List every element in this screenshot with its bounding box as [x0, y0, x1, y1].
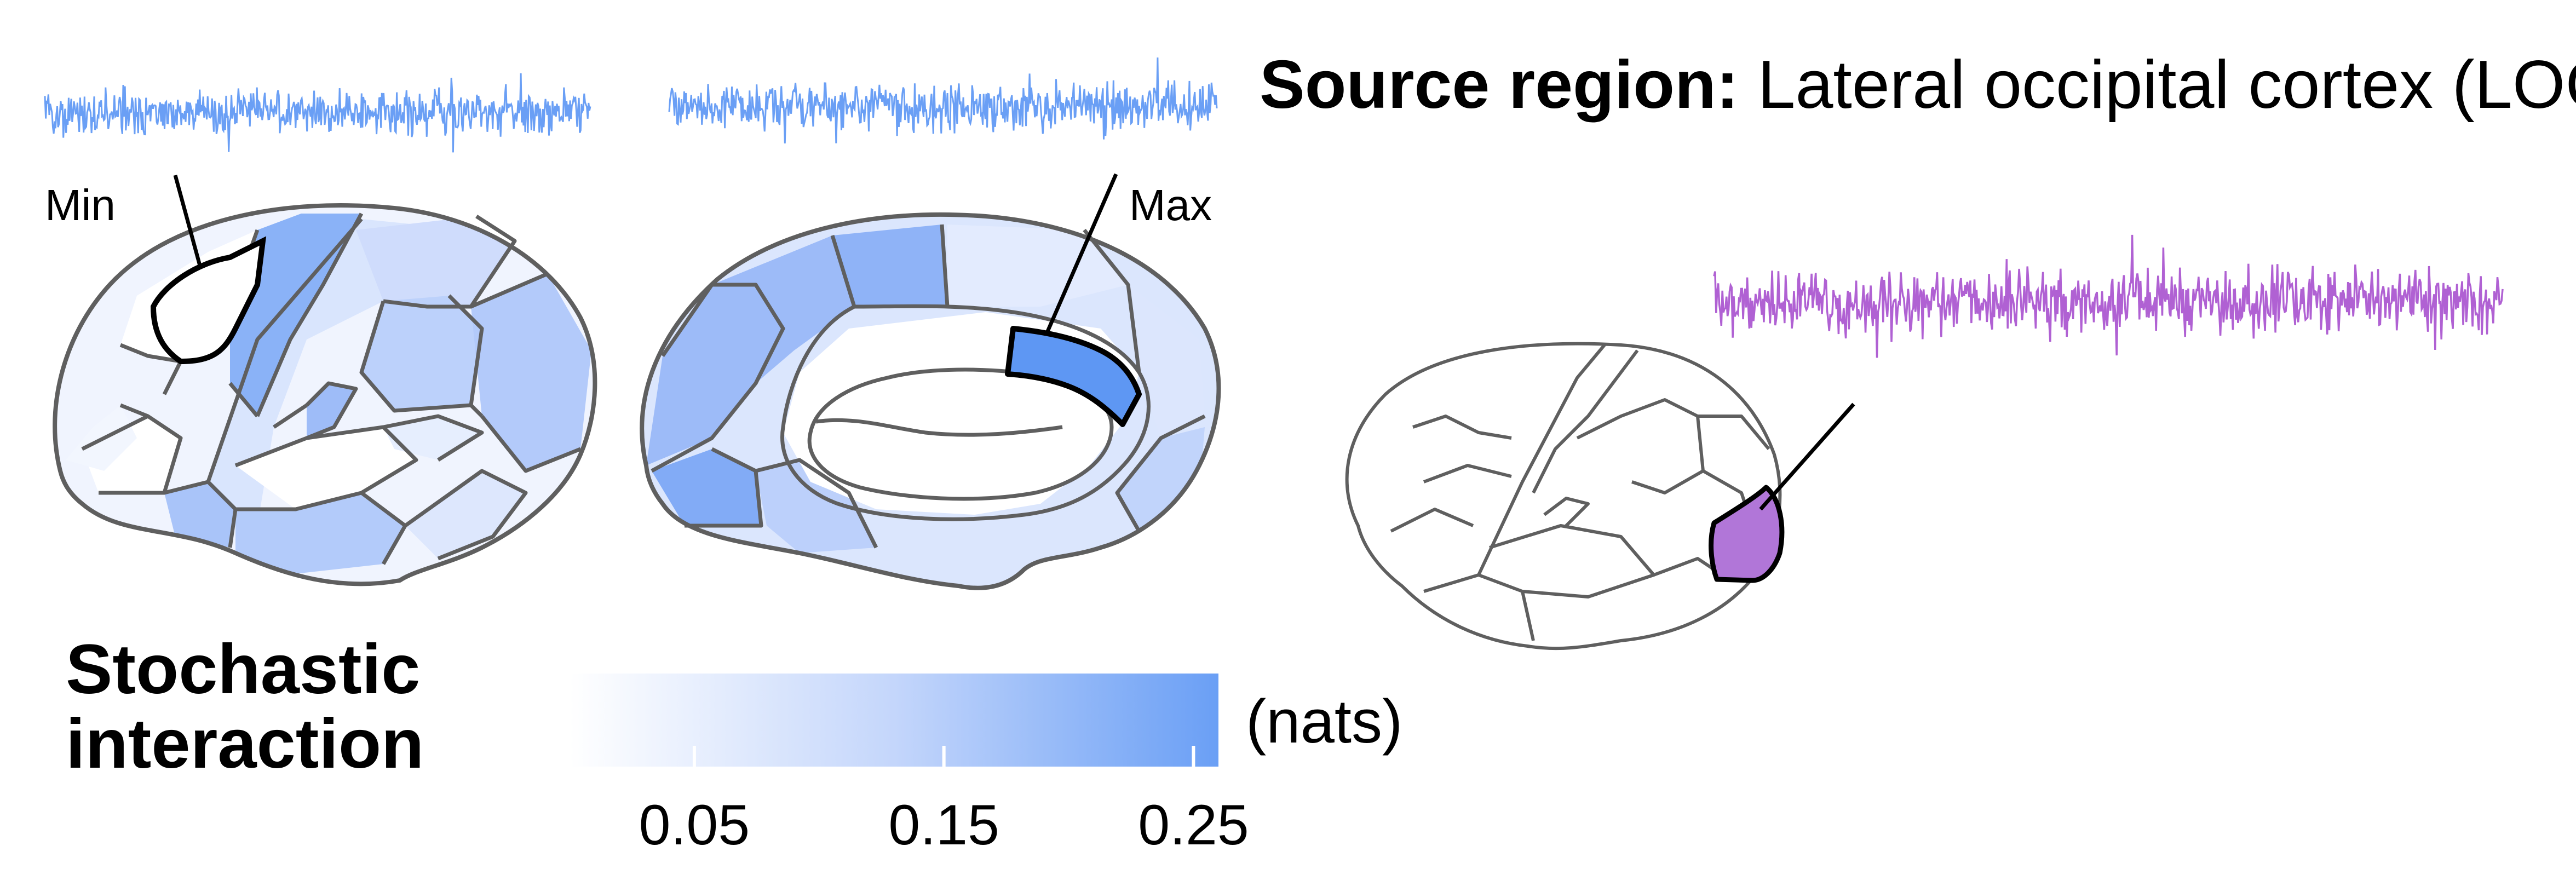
source-region-title: Source region: Lateral occipital cortex …: [1260, 47, 2576, 123]
colorbar-gradient: [570, 674, 1218, 767]
colorbar-tick-label: 0.25: [1138, 793, 1249, 857]
title-rest: Lateral occipital cortex (LOC), left hem…: [1757, 47, 2576, 123]
min-label: Min: [45, 181, 116, 229]
source-brain-icon: [1345, 342, 1855, 651]
max-label: Max: [1129, 181, 1212, 229]
source-timeseries-trace: [1713, 234, 2504, 358]
title-bold-part: Source region:: [1260, 47, 1739, 123]
colorbar-title-line2: interaction: [66, 704, 424, 783]
colorbar-tick-label: 0.15: [888, 793, 999, 857]
colorbar-title-line1: Stochastic: [66, 630, 421, 709]
colorbar-tick-label: 0.05: [639, 793, 750, 857]
colorbar-tick-marks: [692, 746, 1195, 767]
lateral-brain-icon: [53, 175, 597, 586]
max-timeseries-trace: [668, 57, 1218, 143]
min-timeseries-trace: [44, 73, 591, 153]
medial-brain-icon: [640, 173, 1221, 590]
colorbar-title: Stochastic interaction: [66, 632, 424, 781]
colorbar-unit: (nats): [1246, 687, 1403, 756]
colorbar: [570, 674, 1218, 767]
